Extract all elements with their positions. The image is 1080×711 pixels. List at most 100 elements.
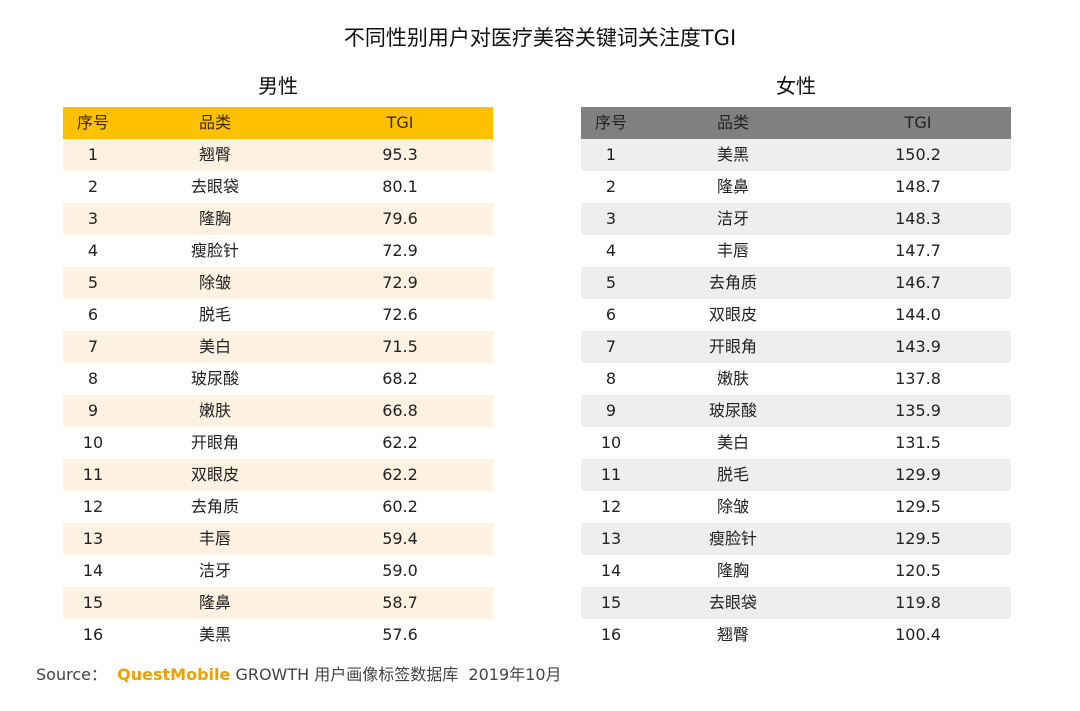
table-cell: 14: [82, 561, 104, 580]
table-row: 11 双眼皮 62.2: [63, 459, 493, 491]
table-cell: 4: [87, 241, 99, 260]
table-cell: 7: [605, 337, 617, 356]
table-cell: 129.9: [895, 465, 941, 484]
table-cell: 129.5: [895, 529, 941, 548]
table-row: 1 翘臀 95.3: [63, 139, 493, 171]
table-cell: 129.5: [895, 497, 941, 516]
table-cell: 66.8: [382, 401, 418, 420]
table-cell: 双眼皮: [190, 465, 239, 484]
table-cell: 2: [605, 177, 617, 196]
table-row: 2 隆鼻 148.7: [581, 171, 1011, 203]
table-cell: 去眼袋: [190, 177, 239, 196]
table-row: 14 洁牙 59.0: [63, 555, 493, 587]
table-row: 5 去角质 146.7: [581, 267, 1011, 299]
header-cell: 品类: [198, 113, 231, 132]
table-cell: 10: [600, 433, 622, 452]
table-cell: 开眼角: [190, 433, 239, 452]
table-row: 4 丰唇 147.7: [581, 235, 1011, 267]
table-cell: 隆鼻: [716, 177, 749, 196]
table-row: 13 瘦脸针 129.5: [581, 523, 1011, 555]
table-cell: 148.7: [895, 177, 941, 196]
table-cell: 144.0: [895, 305, 941, 324]
table-cell: 去眼袋: [708, 593, 757, 612]
source-label: Source：: [36, 665, 107, 684]
table-row: 1 美黑 150.2: [581, 139, 1011, 171]
table-cell: 8: [87, 369, 99, 388]
table-row: 3 洁牙 148.3: [581, 203, 1011, 235]
table-cell: 美黑: [716, 145, 749, 164]
table-cell: 143.9: [895, 337, 941, 356]
table-cell: 7: [87, 337, 99, 356]
table-cell: 150.2: [895, 145, 941, 164]
table-cell: 洁牙: [716, 209, 749, 228]
table-cell: 除皱: [198, 273, 231, 292]
table-row: 9 玻尿酸 135.9: [581, 395, 1011, 427]
table-cell: 62.2: [382, 465, 418, 484]
table-row: 3 隆胸 79.6: [63, 203, 493, 235]
header-row: 序号 品类 TGI: [581, 107, 1011, 139]
table-cell: 16: [82, 625, 104, 644]
table-row: 4 瘦脸针 72.9: [63, 235, 493, 267]
table-cell: 11: [82, 465, 104, 484]
table-row: 12 除皱 129.5: [581, 491, 1011, 523]
table-row: 15 隆鼻 58.7: [63, 587, 493, 619]
table-cell: 71.5: [382, 337, 418, 356]
header-row: 序号 品类 TGI: [63, 107, 493, 139]
table-cell: 9: [605, 401, 617, 420]
table-cell: 1: [87, 145, 99, 164]
table-cell: 嫩肤: [716, 369, 749, 388]
table-row: 11 脱毛 129.9: [581, 459, 1011, 491]
table-cell: 脱毛: [716, 465, 749, 484]
table-cell: 6: [87, 305, 99, 324]
source-brand: QuestMobile: [117, 665, 231, 684]
table-row: 10 开眼角 62.2: [63, 427, 493, 459]
table-cell: 隆胸: [198, 209, 231, 228]
header-cell: 序号: [594, 113, 627, 132]
table-cell: 玻尿酸: [190, 369, 239, 388]
table-cell: 13: [600, 529, 622, 548]
table-row: 9 嫩肤 66.8: [63, 395, 493, 427]
table-cell: 洁牙: [198, 561, 231, 580]
source-text: GROWTH 用户画像标签数据库 2019年10月: [235, 665, 562, 684]
table-cell: 开眼角: [708, 337, 757, 356]
table-cell: 58.7: [382, 593, 418, 612]
table: 序号 品类 TGI 1 美黑 150.2 2 隆鼻 148.7 3 洁牙 148.3 4 丰唇 147.7 5…: [581, 107, 1011, 651]
header-cell: 品类: [716, 113, 749, 132]
table-cell: 15: [600, 593, 622, 612]
table-row: 14 隆胸 120.5: [581, 555, 1011, 587]
table-cell: 147.7: [895, 241, 941, 260]
table-row: 7 开眼角 143.9: [581, 331, 1011, 363]
table-cell: 14: [600, 561, 622, 580]
table-row: 6 脱毛 72.6: [63, 299, 493, 331]
table-cell: 4: [605, 241, 617, 260]
table-cell: 95.3: [382, 145, 418, 164]
table-cell: 玻尿酸: [708, 401, 757, 420]
table-cell: 丰唇: [716, 241, 749, 260]
table-cell: 12: [82, 497, 104, 516]
table-cell: 79.6: [382, 209, 418, 228]
table-cell: 80.1: [382, 177, 418, 196]
table-cell: 59.4: [382, 529, 418, 548]
table-cell: 72.9: [382, 241, 418, 260]
table-row: 8 玻尿酸 68.2: [63, 363, 493, 395]
table-cell: 2: [87, 177, 99, 196]
table-cell: 翘臀: [198, 145, 231, 164]
table-cell: 9: [87, 401, 99, 420]
table-cell: 丰唇: [198, 529, 231, 548]
table-cell: 隆鼻: [198, 593, 231, 612]
table-cell: 59.0: [382, 561, 418, 580]
table-cell: 瘦脸针: [190, 241, 239, 260]
table-cell: 15: [82, 593, 104, 612]
table-cell: 去角质: [708, 273, 757, 292]
table-cell: 3: [87, 209, 99, 228]
table-row: 13 丰唇 59.4: [63, 523, 493, 555]
table-cell: 146.7: [895, 273, 941, 292]
table-cell: 16: [600, 625, 622, 644]
header-cell: TGI: [904, 113, 932, 132]
table-row: 10 美白 131.5: [581, 427, 1011, 459]
table-cell: 57.6: [382, 625, 418, 644]
table-row: 16 翘臀 100.4: [581, 619, 1011, 651]
table-cell: 除皱: [716, 497, 749, 516]
table-cell: 135.9: [895, 401, 941, 420]
